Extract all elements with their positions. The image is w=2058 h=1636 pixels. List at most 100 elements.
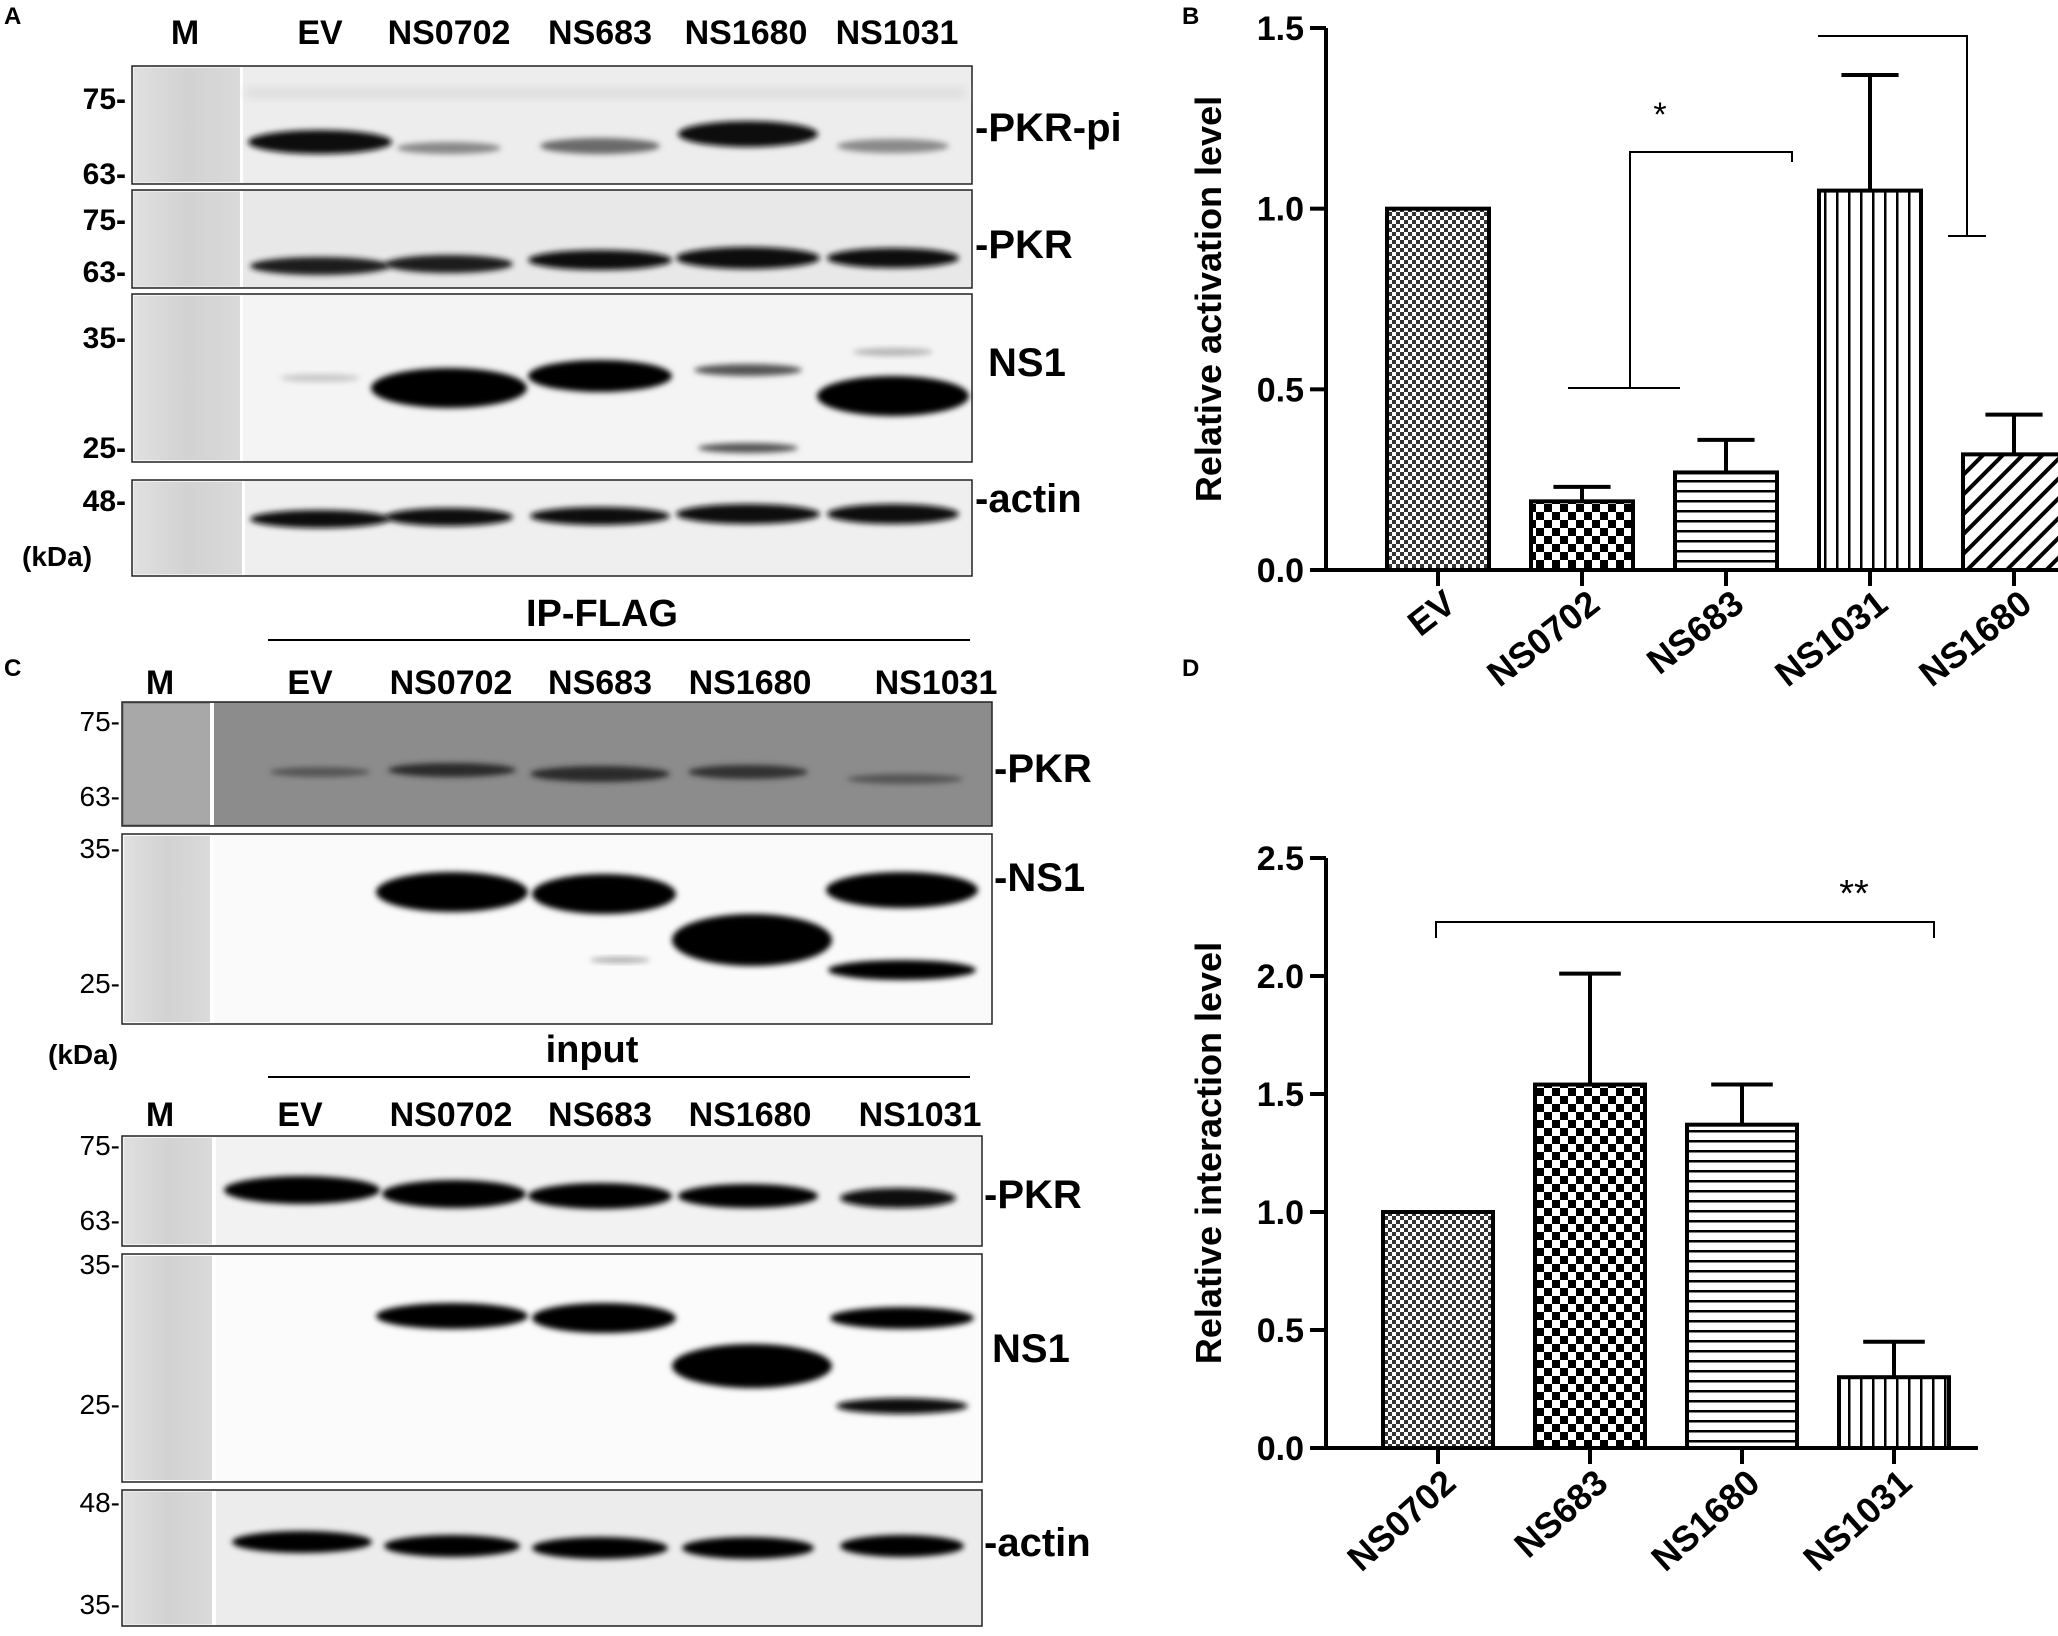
chart-d: 0.0 0.5 1.0 1.5 2.0 2.5 Relative interaction l…	[1188, 840, 1978, 1579]
lane-labels-c-ip: EV NS0702 NS683 NS1680 NS1031	[287, 664, 997, 702]
lane-label-c-in-2: NS683	[548, 1096, 652, 1134]
mw-c-in-0-top: 75-	[80, 1130, 120, 1161]
y-axis-label: Relative interaction level	[1188, 942, 1229, 1364]
lane-label-c-ip-4: NS1031	[875, 664, 998, 702]
y-tick-label: 2.0	[1257, 958, 1304, 996]
marker-label-c-ip: M	[146, 664, 174, 702]
bracket-b-1	[1568, 151, 1793, 389]
significance-d: **	[1839, 873, 1869, 915]
row-label-c-in-2: -actin	[984, 1521, 1091, 1565]
blot-a-pkr: 75- 63- -PKR	[83, 189, 1073, 289]
lane-label-c-ip-0: EV	[287, 664, 333, 702]
lane-label-c-ip-3: NS1680	[689, 664, 812, 702]
x-tick-label: NS0702	[1479, 582, 1607, 694]
blot-c-ip-pkr: 75- 63- -PKR	[80, 701, 1092, 827]
row-label-c-in-1: NS1	[992, 1327, 1070, 1371]
y-tick-label: 1.0	[1257, 1194, 1304, 1232]
bar	[1533, 1082, 1647, 1451]
bar	[1673, 470, 1779, 572]
x-tick-label: NS1031	[1767, 582, 1895, 694]
row-label-c-ip-1: -NS1	[994, 856, 1085, 900]
mw-a-2-top: 35-	[83, 322, 126, 355]
blot-c-in-pkr: 75- 63- -PKR	[80, 1130, 1082, 1247]
mw-a-1-top: 75-	[83, 204, 126, 237]
lane-label-c-in-4: NS1031	[859, 1096, 982, 1134]
marker-label-a: M	[171, 14, 199, 52]
row-label-a-0: -PKR-pi	[975, 106, 1122, 150]
mw-c-in-1-bot: 25-	[80, 1389, 120, 1420]
mw-a-3-top: 48-	[83, 485, 126, 518]
mw-c-in-2-bot: 35-	[80, 1589, 120, 1620]
y-tick-label: 0.0	[1257, 552, 1304, 590]
kda-label-a: (kDa)	[22, 541, 92, 572]
x-tick-label: NS683	[1639, 582, 1751, 682]
blot-a-ns1: 35- 25- NS1	[83, 293, 1066, 465]
lane-labels-a: EV NS0702 NS683 NS1680 NS1031	[297, 14, 958, 52]
row-label-a-2: NS1	[988, 341, 1066, 385]
blot-c-in-ns1: 35- 25- NS1	[80, 1249, 1070, 1483]
y-tick-label: 0.0	[1257, 1430, 1304, 1468]
row-label-c-in-0: -PKR	[984, 1173, 1082, 1217]
lane-label-c-ip-1: NS0702	[390, 664, 513, 702]
y-tick-label: 1.5	[1257, 10, 1304, 48]
x-tick-label: NS683	[1506, 1461, 1615, 1565]
bar	[1837, 1375, 1951, 1450]
y-tick-label: 1.0	[1257, 191, 1304, 229]
input-title: input	[546, 1029, 639, 1071]
x-tick-label: NS0702	[1339, 1461, 1463, 1579]
bar	[1817, 188, 1923, 572]
panel-b-letter: B	[1182, 3, 1199, 30]
y-tick-label: 1.5	[1257, 1076, 1304, 1114]
mw-a-0-top: 75-	[83, 83, 126, 116]
panel-b: B 0.0 0.5 1.0 1.5 Relative activation level E…	[1182, 3, 2058, 694]
kda-label-c: (kDa)	[48, 1039, 118, 1070]
mw-c-ip-1-top: 35-	[80, 833, 120, 864]
x-tick-label: EV	[1400, 582, 1463, 644]
blot-a-actin: 48- (kDa) -actin	[22, 477, 1082, 577]
x-tick-label: NS1680	[1643, 1461, 1767, 1579]
bar	[1961, 452, 2058, 572]
bar	[1381, 1210, 1495, 1450]
lane-label-a-4: NS1031	[836, 14, 959, 52]
x-tick-label: NS1680	[1911, 582, 2039, 694]
lane-label-a-3: NS1680	[685, 14, 808, 52]
lane-label-c-in-1: NS0702	[390, 1096, 513, 1134]
panel-a-letter: A	[4, 3, 21, 30]
y-axis-label: Relative activation level	[1188, 96, 1229, 502]
significance-b: *	[1653, 96, 1666, 134]
blot-a-pkr-pi: 75- 63- -PKR-pi	[83, 65, 1122, 191]
mw-c-in-2-top: 48-	[80, 1487, 120, 1518]
bar	[1529, 499, 1635, 573]
panel-a: A M EV NS0702 NS683 NS1680 NS1031 75- 63…	[4, 3, 1122, 577]
mw-a-2-bot: 25-	[83, 432, 126, 465]
lane-labels-c-input: EV NS0702 NS683 NS1680 NS1031	[277, 1096, 981, 1134]
bracket-d	[1435, 921, 1935, 938]
chart-b: 0.0 0.5 1.0 1.5 Relative activation level EV N…	[1188, 10, 2058, 694]
panel-d-letter: D	[1182, 655, 1199, 682]
lane-label-c-in-3: NS1680	[689, 1096, 812, 1134]
bar	[1685, 1122, 1799, 1451]
y-tick-label: 0.5	[1257, 1312, 1304, 1350]
y-tick-label: 2.5	[1257, 840, 1304, 878]
lane-label-c-in-0: EV	[277, 1096, 323, 1134]
panel-c: C IP-FLAG M EV NS0702 NS683 NS1680 NS103…	[4, 593, 1092, 1627]
lane-label-a-0: EV	[297, 14, 343, 52]
mw-c-in-1-top: 35-	[80, 1249, 120, 1280]
mw-c-in-0-bot: 63-	[80, 1205, 120, 1236]
lane-label-a-1: NS0702	[388, 14, 511, 52]
x-tick-label: NS1031	[1795, 1461, 1919, 1579]
marker-label-c-input: M	[146, 1096, 174, 1134]
lane-label-a-2: NS683	[548, 14, 652, 52]
bar	[1385, 206, 1491, 573]
y-tick-label: 0.5	[1257, 371, 1304, 409]
blot-c-in-actin: 48- 35- -actin	[80, 1487, 1091, 1627]
blot-c-ip-ns1: 35- 25- -NS1	[80, 833, 1085, 1025]
panel-d: D 0.0 0.5 1.0 1.5 2.0 2.5 Relative interaction…	[1182, 655, 1978, 1579]
row-label-c-ip-0: -PKR	[994, 747, 1092, 791]
mw-c-ip-0-top: 75-	[80, 706, 120, 737]
mw-a-1-bot: 63-	[83, 256, 126, 289]
bracket-b-2	[1818, 35, 1986, 237]
mw-c-ip-1-bot: 25-	[80, 968, 120, 999]
mw-c-ip-0-bot: 63-	[80, 781, 120, 812]
